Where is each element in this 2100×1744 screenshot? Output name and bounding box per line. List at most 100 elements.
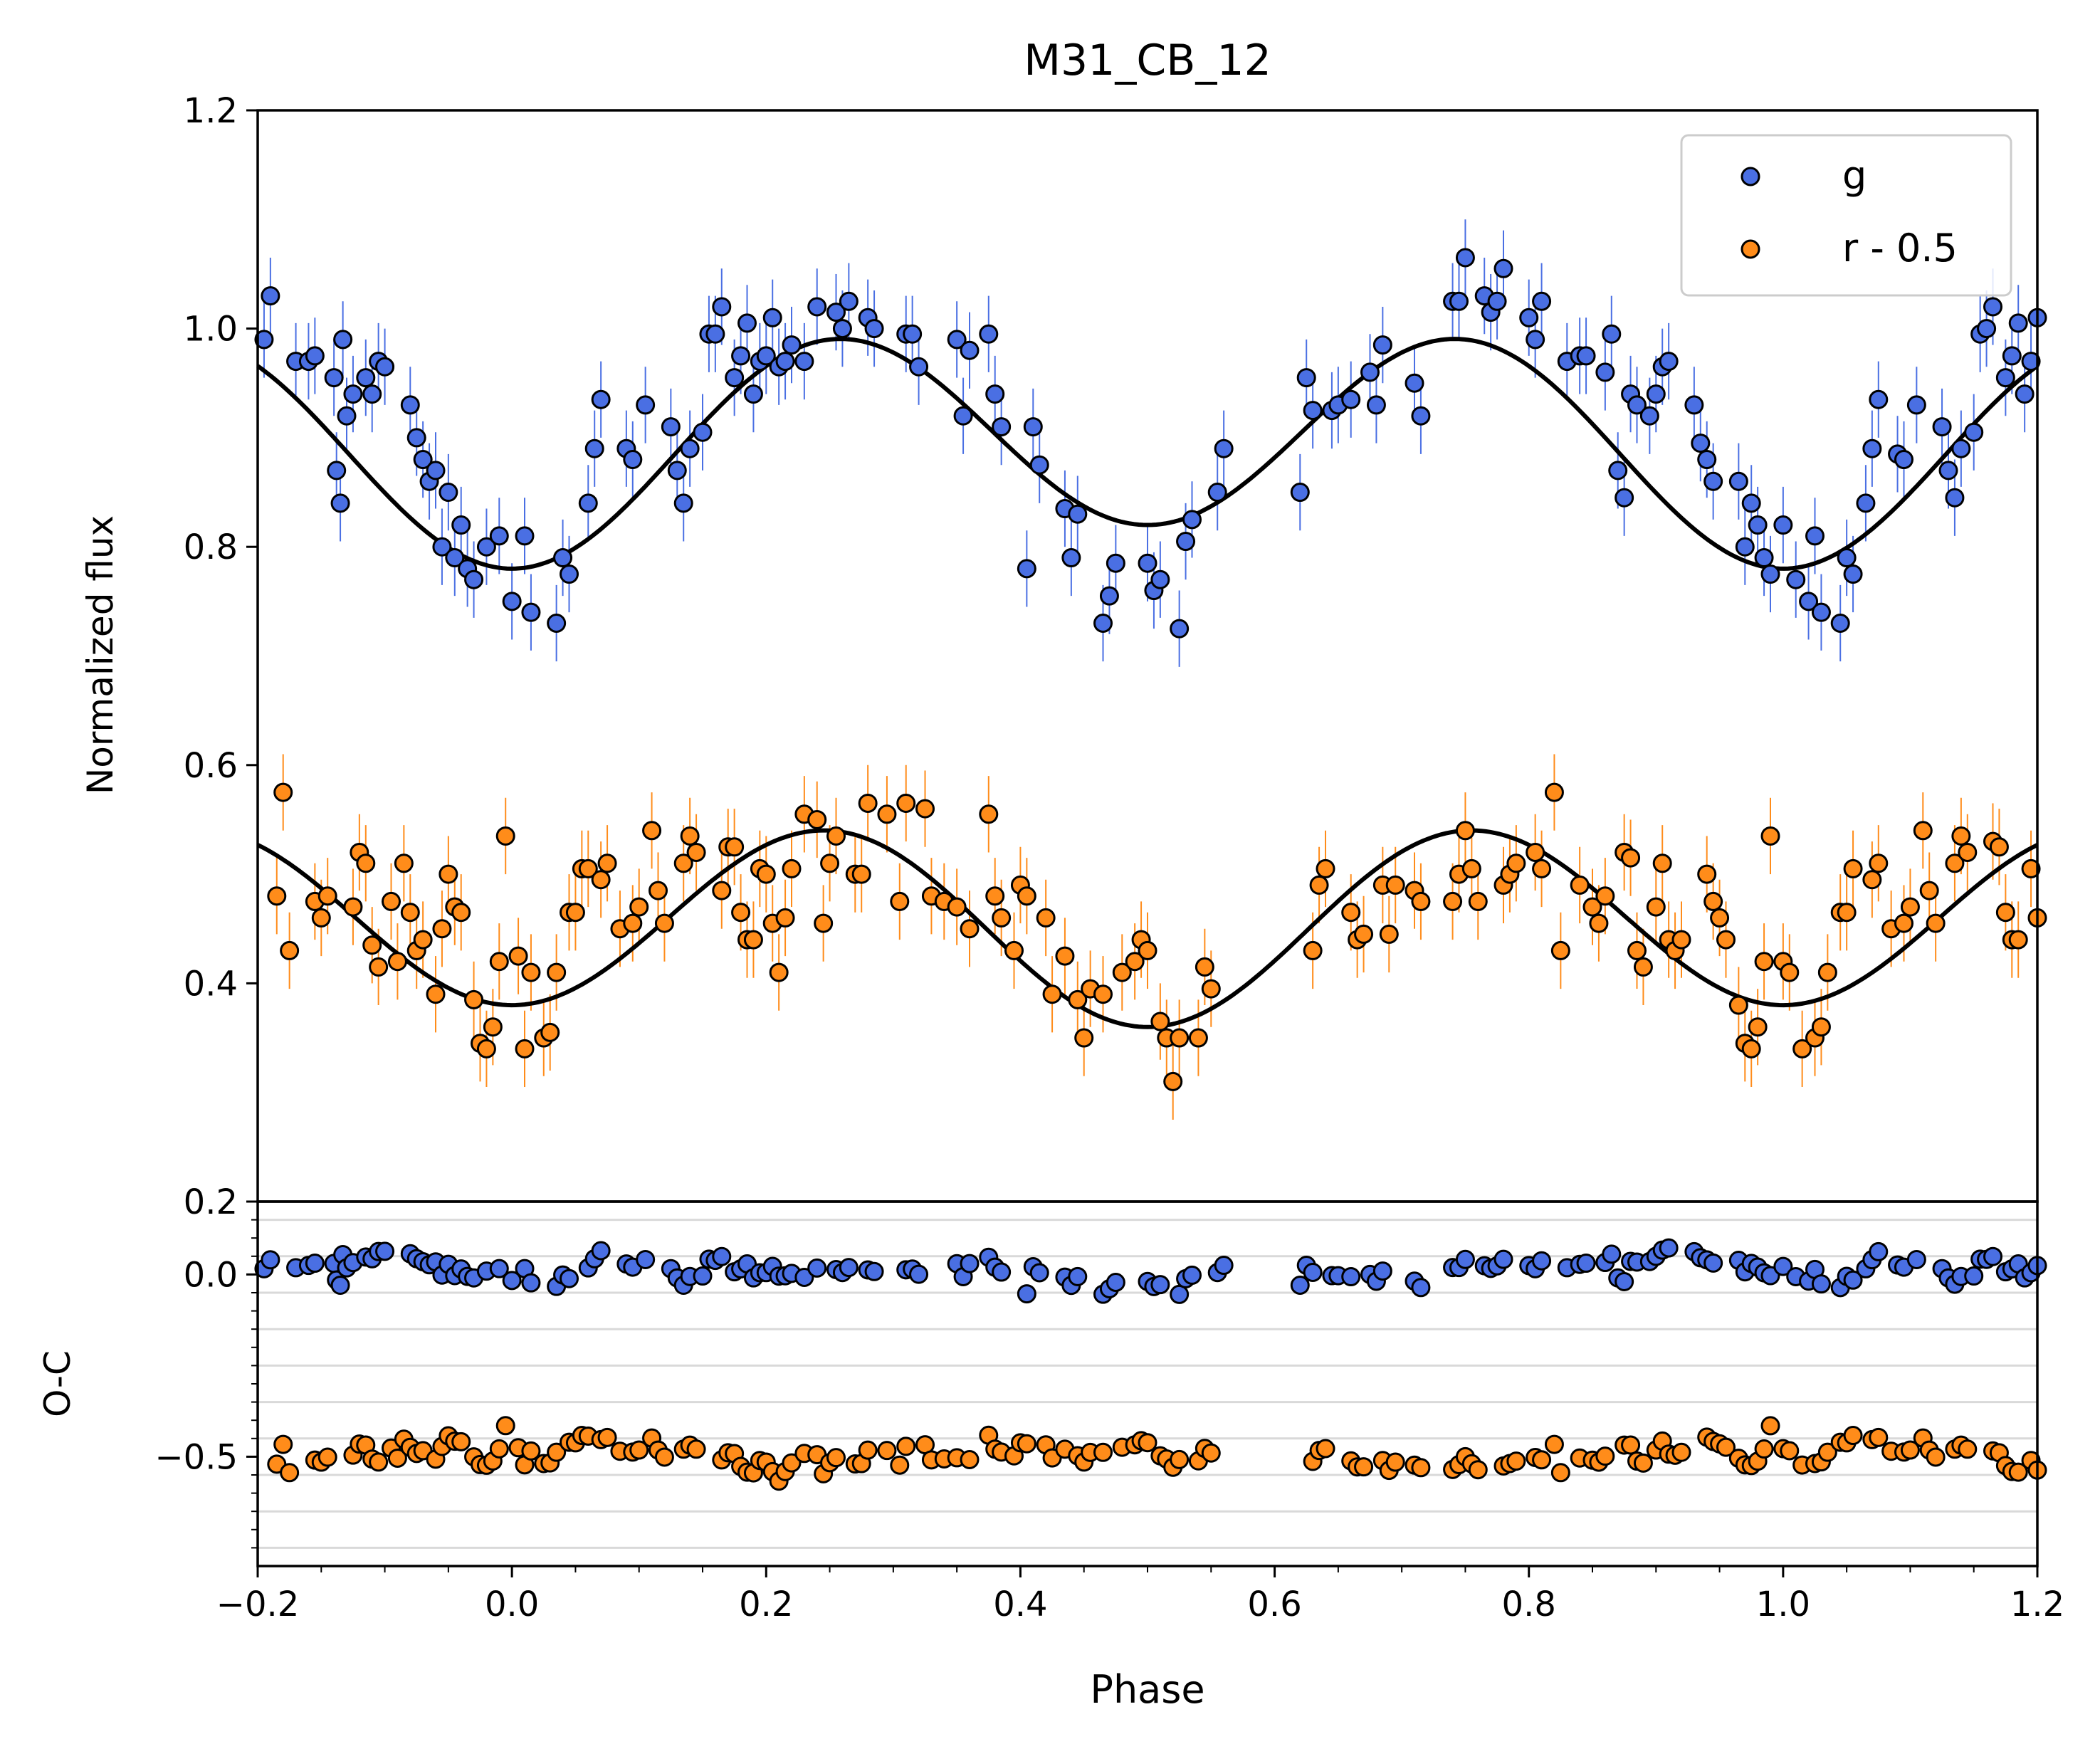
residual-point-g-33 — [560, 1268, 579, 1288]
residual-point-g-1 — [261, 1250, 280, 1270]
data-point-g-32 — [553, 548, 573, 568]
data-point-r-154 — [1837, 903, 1857, 923]
data-point-g-80 — [1093, 614, 1113, 634]
residual-point-r-121 — [1532, 1450, 1552, 1470]
residual-point-g-118 — [1615, 1271, 1634, 1291]
data-point-g-62 — [839, 291, 859, 311]
data-point-g-81 — [1099, 586, 1119, 606]
data-point-r-93 — [1138, 940, 1157, 960]
data-point-g-66 — [903, 324, 923, 344]
data-point-g-149 — [1932, 417, 1952, 437]
data-point-g-127 — [1697, 450, 1717, 470]
data-point-r-80 — [1004, 940, 1024, 960]
data-point-g-151 — [1945, 488, 1965, 508]
residual-y-tick-label: −0.5 — [154, 1437, 238, 1477]
data-point-r-84 — [1042, 984, 1062, 1004]
data-point-g-111 — [1532, 291, 1552, 311]
data-point-r-47 — [680, 826, 700, 846]
data-point-r-131 — [1633, 957, 1653, 977]
data-point-g-30 — [521, 602, 541, 622]
residual-point-r-26 — [489, 1439, 509, 1459]
x-axis-label: Phase — [1090, 1667, 1204, 1712]
data-point-r-104 — [1341, 903, 1361, 923]
data-point-g-19 — [426, 461, 446, 480]
phase-tick-label: 1.0 — [1756, 1585, 1810, 1624]
residual-point-r-60 — [782, 1453, 802, 1473]
residual-point-r-163 — [1926, 1447, 1946, 1467]
data-point-r-124 — [1570, 875, 1590, 895]
phase-tick-label: 0.8 — [1502, 1585, 1556, 1624]
data-point-r-28 — [508, 946, 528, 966]
data-point-r-108 — [1379, 924, 1399, 944]
data-point-g-87 — [1176, 532, 1196, 552]
data-point-r-162 — [1919, 881, 1939, 900]
data-point-r-126 — [1589, 913, 1609, 933]
data-point-r-132 — [1646, 897, 1666, 917]
data-point-g-153 — [1964, 422, 1984, 442]
data-point-g-68 — [947, 330, 967, 350]
residual-point-g-86 — [1170, 1284, 1190, 1304]
data-point-r-159 — [1894, 913, 1913, 933]
data-point-r-12 — [387, 952, 407, 972]
residual-point-g-90 — [1214, 1256, 1234, 1276]
residual-point-r-39 — [597, 1427, 617, 1447]
data-point-r-38 — [591, 870, 611, 890]
residual-point-r-123 — [1550, 1463, 1570, 1483]
data-point-r-5 — [317, 886, 337, 906]
data-point-g-0 — [254, 330, 274, 350]
residual-point-g-39 — [636, 1249, 656, 1269]
data-point-r-21 — [451, 903, 471, 923]
data-point-g-40 — [661, 417, 681, 437]
data-point-g-16 — [406, 428, 426, 448]
data-point-r-111 — [1411, 891, 1431, 911]
data-point-r-138 — [1703, 891, 1723, 911]
residual-point-r-89 — [1093, 1442, 1113, 1462]
data-point-r-143 — [1741, 1039, 1761, 1059]
data-point-r-123 — [1550, 940, 1570, 960]
data-point-r-145 — [1754, 952, 1774, 972]
data-point-g-161 — [2021, 352, 2041, 372]
data-point-r-78 — [985, 886, 1005, 906]
legend-box — [1680, 134, 2012, 297]
data-point-r-69 — [877, 804, 897, 824]
residual-point-g-111 — [1532, 1251, 1552, 1271]
data-point-r-48 — [686, 842, 706, 862]
residual-y-axis: 0.0 −0.5 — [154, 1201, 258, 1549]
residual-point-g-142 — [1843, 1270, 1863, 1290]
data-point-r-18 — [432, 919, 452, 939]
residual-point-r-157 — [1869, 1427, 1889, 1447]
data-point-g-12 — [362, 384, 382, 404]
data-point-g-137 — [1799, 592, 1819, 611]
data-point-r-149 — [1792, 1039, 1812, 1059]
data-point-g-125 — [1684, 395, 1704, 415]
data-point-r-30 — [521, 962, 541, 982]
residual-point-r-76 — [960, 1449, 980, 1469]
residual-point-g-134 — [1760, 1266, 1780, 1286]
residual-panel: 0.0 −0.5 −0.2 0.0 0.2 0.4 0.6 0.8 1.0 1.2 — [154, 1200, 2064, 1624]
data-point-g-69 — [953, 406, 973, 426]
data-point-g-79 — [1068, 504, 1088, 524]
data-point-g-27 — [489, 526, 509, 546]
residual-point-g-135 — [1773, 1256, 1793, 1276]
data-point-g-142 — [1843, 564, 1863, 584]
residual-point-g-59 — [807, 1258, 827, 1278]
data-point-g-14 — [375, 357, 395, 377]
residual-point-r-131 — [1633, 1453, 1653, 1473]
residual-point-g-82 — [1106, 1272, 1125, 1292]
residual-point-r-152 — [1817, 1442, 1837, 1462]
data-point-r-100 — [1201, 979, 1221, 999]
residual-point-r-111 — [1411, 1458, 1431, 1478]
data-point-g-59 — [807, 297, 827, 317]
data-point-g-133 — [1754, 548, 1774, 568]
data-point-r-56 — [756, 864, 776, 884]
data-point-r-168 — [1989, 837, 2009, 857]
data-point-g-72 — [985, 384, 1005, 404]
data-point-g-39 — [636, 395, 656, 415]
data-point-r-39 — [597, 853, 617, 873]
data-point-g-70 — [960, 340, 980, 360]
data-point-r-32 — [540, 1022, 560, 1042]
data-point-g-53 — [756, 346, 776, 366]
residual-point-r-33 — [547, 1442, 567, 1462]
data-point-g-9 — [337, 406, 357, 426]
legend-marker-g — [1741, 167, 1760, 187]
